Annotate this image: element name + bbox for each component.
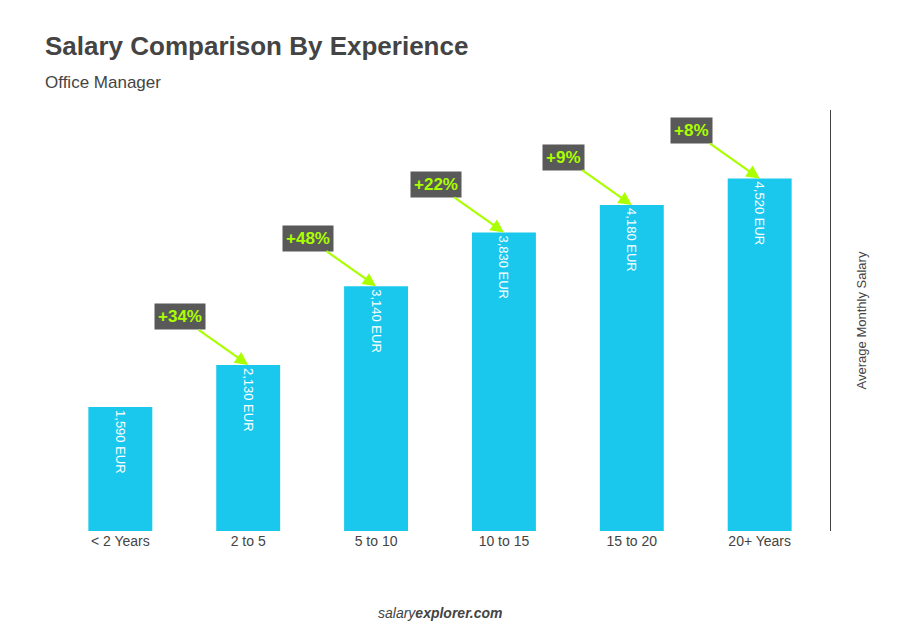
svg-text:5 to 10: 5 to 10 — [355, 533, 398, 549]
svg-text:Office Manager: Office Manager — [45, 73, 161, 92]
svg-text:20+ Years: 20+ Years — [728, 533, 791, 549]
svg-text:+9%: +9% — [546, 148, 581, 167]
svg-text:+48%: +48% — [286, 229, 330, 248]
svg-text:4,180 EUR: 4,180 EUR — [624, 208, 639, 272]
svg-text:< 2 Years: < 2 Years — [91, 533, 150, 549]
svg-text:+34%: +34% — [158, 307, 202, 326]
svg-text:10 to 15: 10 to 15 — [479, 533, 530, 549]
svg-text:2 to 5: 2 to 5 — [231, 533, 266, 549]
svg-text:3,140 EUR: 3,140 EUR — [369, 289, 384, 353]
svg-text:2,130 EUR: 2,130 EUR — [241, 368, 256, 432]
svg-text:Average Monthly Salary: Average Monthly Salary — [854, 251, 869, 389]
svg-text:+8%: +8% — [674, 121, 709, 140]
svg-text:4,520 EUR: 4,520 EUR — [752, 182, 767, 246]
svg-text:15 to 20: 15 to 20 — [606, 533, 657, 549]
svg-text:salaryexplorer.com: salaryexplorer.com — [378, 605, 503, 621]
svg-text:Salary Comparison By Experienc: Salary Comparison By Experience — [45, 31, 468, 61]
svg-text:1,590 EUR: 1,590 EUR — [113, 410, 128, 474]
svg-text:+22%: +22% — [414, 175, 458, 194]
svg-text:3,830 EUR: 3,830 EUR — [496, 235, 511, 299]
